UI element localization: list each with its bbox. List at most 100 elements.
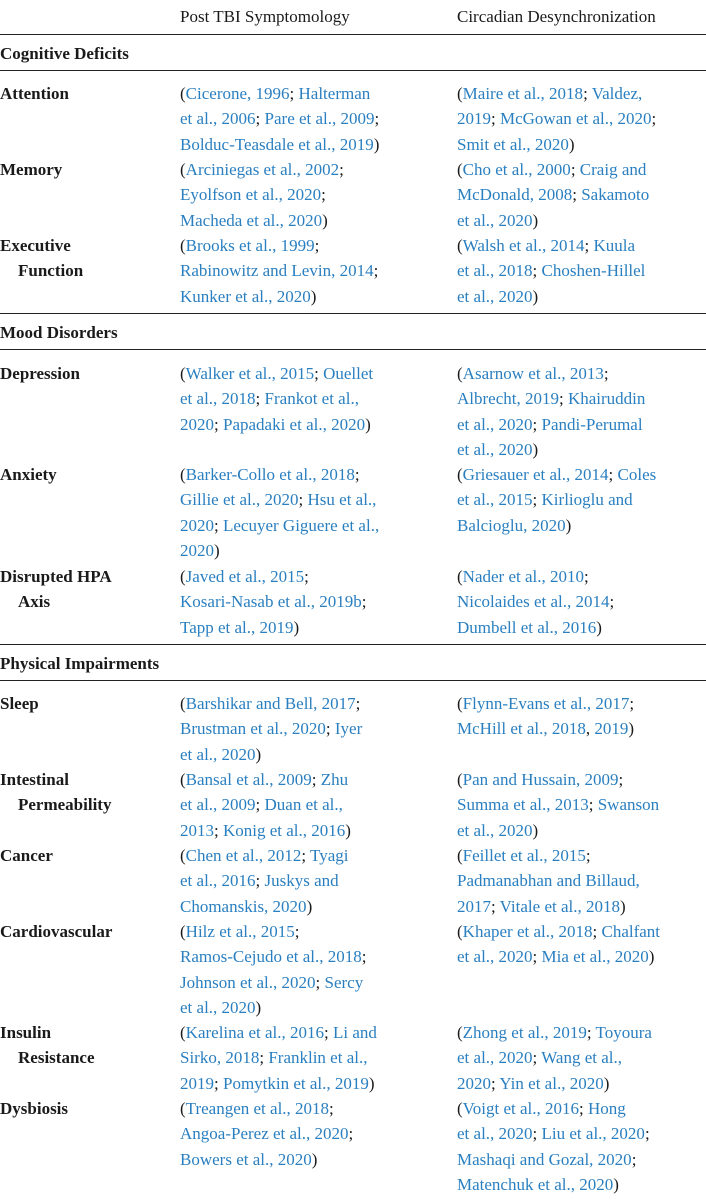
citation-link[interactable]: Bowers et al., 2020 (180, 1149, 312, 1169)
citation-link[interactable]: et al., 2020 (457, 1048, 533, 1068)
citation-link[interactable]: et al., 2020 (457, 210, 533, 230)
citation-link[interactable]: Chen et al., 2012 (185, 846, 302, 865)
citation-link[interactable]: et al., 2020 (457, 820, 533, 840)
citation-link[interactable]: et al., 2020 (457, 414, 533, 434)
citation-link[interactable]: Toyoura (595, 1023, 652, 1042)
citation-link[interactable]: Kunker et al., 2020 (180, 286, 311, 306)
citation-link[interactable]: Summa et al., 2013 (457, 795, 589, 815)
citation-link[interactable]: 2020 (180, 515, 214, 535)
citation-link[interactable]: Maire et al., 2018 (462, 84, 584, 103)
citation-link[interactable]: Matenchuk et al., 2020 (457, 1175, 614, 1195)
citation-link[interactable]: Konig et al., 2016 (222, 820, 346, 840)
citation-link[interactable]: Sakamoto (581, 185, 650, 205)
citation-link[interactable]: Liu et al., 2020 (541, 1124, 645, 1144)
citation-link[interactable]: et al., 2016 (180, 871, 256, 891)
citation-link[interactable]: Khairuddin (567, 389, 646, 409)
citation-link[interactable]: Gillie et al., 2020 (180, 490, 299, 510)
citation-link[interactable]: Zhong et al., 2019 (462, 1023, 587, 1042)
citation-link[interactable]: Asarnow et al., 2013 (462, 364, 604, 383)
citation-link[interactable]: Chomanskis, 2020 (180, 896, 307, 916)
citation-link[interactable]: Coles (617, 465, 657, 484)
citation-link[interactable]: Khaper et al., 2018 (462, 922, 593, 941)
citation-link[interactable]: Nader et al., 2010 (462, 567, 584, 586)
citation-link[interactable]: 2020 (180, 541, 214, 561)
citation-link[interactable]: Iyer (334, 719, 363, 739)
citation-link[interactable]: Halterman (298, 84, 371, 103)
citation-link[interactable]: Li and (332, 1023, 377, 1042)
citation-link[interactable]: Lecuyer Giguere et al., (222, 515, 380, 535)
citation-link[interactable]: Kuula (593, 236, 636, 255)
citation-link[interactable]: Smit et al., 2020 (457, 134, 569, 154)
citation-link[interactable]: Dumbell et al., 2016 (457, 617, 597, 637)
citation-link[interactable]: Tapp et al., 2019 (180, 617, 294, 637)
citation-link[interactable]: Mashaqi and Gozal, 2020 (457, 1149, 632, 1169)
citation-link[interactable]: Vitale et al., 2018 (499, 896, 620, 916)
citation-link[interactable]: Hong (587, 1099, 626, 1118)
citation-link[interactable]: Pare et al., 2009 (264, 109, 375, 129)
citation-link[interactable]: Choshen-Hillel (541, 261, 646, 281)
citation-link[interactable]: Flynn-Evans et al., 2017 (462, 694, 630, 713)
citation-link[interactable]: Zhu (320, 770, 349, 789)
citation-link[interactable]: Griesauer et al., 2014 (462, 465, 609, 484)
citation-link[interactable]: et al., 2020 (457, 1124, 533, 1144)
citation-link[interactable]: 2019 (594, 719, 629, 739)
citation-link[interactable]: Ouellet (323, 364, 374, 383)
citation-link[interactable]: Walsh et al., 2014 (462, 236, 585, 255)
citation-link[interactable]: Arciniegas et al., 2002 (185, 160, 340, 179)
citation-link[interactable]: Frankot et al., (264, 389, 359, 409)
citation-link[interactable]: et al., 2020 (180, 998, 256, 1018)
citation-link[interactable]: Eyolfson et al., 2020 (180, 185, 322, 205)
citation-link[interactable]: et al., 2020 (457, 286, 533, 306)
citation-link[interactable]: Albrecht, 2019 (457, 389, 559, 409)
citation-link[interactable]: Bolduc-Teasdale et al., 2019 (180, 134, 374, 154)
citation-link[interactable]: Pandi-Perumal (541, 414, 643, 434)
citation-link[interactable]: 2019 (457, 109, 491, 129)
citation-link[interactable]: Cho et al., 2000 (462, 160, 571, 179)
citation-link[interactable]: et al., 2020 (457, 947, 533, 967)
citation-link[interactable]: Nicolaides et al., 2014 (457, 592, 610, 612)
citation-link[interactable]: Swanson (597, 795, 660, 815)
citation-link[interactable]: et al., 2009 (180, 795, 256, 815)
citation-link[interactable]: Kirlioglu and (541, 490, 633, 510)
citation-link[interactable]: Valdez, (591, 84, 643, 103)
citation-link[interactable]: Walker et al., 2015 (185, 364, 315, 383)
citation-link[interactable]: Juskys and (264, 871, 339, 891)
citation-link[interactable]: Cicerone, 1996 (185, 84, 290, 103)
citation-link[interactable]: 2017 (457, 896, 491, 916)
citation-link[interactable]: Kosari-Nasab et al., 2019b (180, 592, 362, 612)
citation-link[interactable]: Wang et al., (541, 1048, 622, 1068)
citation-link[interactable]: et al., 2018 (180, 389, 256, 409)
citation-link[interactable]: Pan and Hussain, 2009 (462, 770, 619, 789)
citation-link[interactable]: Angoa-Perez et al., 2020 (180, 1124, 349, 1144)
citation-link[interactable]: 2013 (180, 820, 214, 840)
citation-link[interactable]: Pomytkin et al., 2019 (222, 1073, 369, 1093)
citation-link[interactable]: Barshikar and Bell, 2017 (185, 694, 356, 713)
citation-link[interactable]: Duan et al., (264, 795, 343, 815)
citation-link[interactable]: Voigt et al., 2016 (462, 1099, 579, 1118)
citation-link[interactable]: Brooks et al., 1999 (185, 236, 315, 255)
citation-link[interactable]: McGowan et al., 2020 (499, 109, 652, 129)
citation-link[interactable]: Craig and (579, 160, 647, 179)
citation-link[interactable]: Ramos-Cejudo et al., 2018 (180, 947, 362, 967)
citation-link[interactable]: et al., 2006 (180, 109, 256, 129)
citation-link[interactable]: McDonald, 2008 (457, 185, 573, 205)
citation-link[interactable]: Sercy (324, 972, 364, 992)
citation-link[interactable]: Balcioglu, 2020 (457, 515, 566, 535)
citation-link[interactable]: Tyagi (310, 846, 349, 865)
citation-link[interactable]: Mia et al., 2020 (541, 947, 649, 967)
citation-link[interactable]: Feillet et al., 2015 (462, 846, 586, 865)
citation-link[interactable]: Yin et al., 2020 (499, 1073, 604, 1093)
citation-link[interactable]: Hsu et al., (307, 490, 377, 510)
citation-link[interactable]: Brustman et al., 2020 (180, 719, 326, 739)
citation-link[interactable]: 2020 (180, 414, 214, 434)
citation-link[interactable]: 2019 (180, 1073, 214, 1093)
citation-link[interactable]: 2020 (457, 1073, 491, 1093)
citation-link[interactable]: Hilz et al., 2015 (185, 922, 295, 941)
citation-link[interactable]: Sirko, 2018 (180, 1048, 260, 1068)
citation-link[interactable]: Macheda et al., 2020 (180, 210, 323, 230)
citation-link[interactable]: Rabinowitz and Levin, 2014 (180, 261, 374, 281)
citation-link[interactable]: et al., 2020 (457, 440, 533, 460)
citation-link[interactable]: Karelina et al., 2016 (185, 1023, 324, 1042)
citation-link[interactable]: Bansal et al., 2009 (185, 770, 312, 789)
citation-link[interactable]: et al., 2018 (457, 261, 533, 281)
